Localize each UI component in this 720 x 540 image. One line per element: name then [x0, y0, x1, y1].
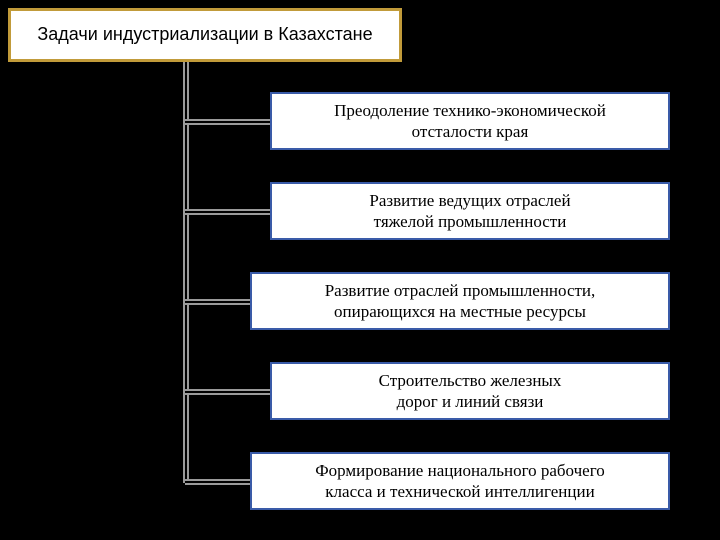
connector-branch-3 [185, 301, 250, 303]
connector-branch-5 [185, 481, 250, 483]
diagram-item-1-text: Преодоление технико-экономической отстал… [334, 100, 606, 143]
diagram-item-2-line2: тяжелой промышленности [374, 212, 567, 231]
diagram-item-1: Преодоление технико-экономической отстал… [270, 92, 670, 150]
diagram-title-text: Задачи индустриализации в Казахстане [37, 24, 372, 46]
diagram-item-5: Формирование национального рабочего клас… [250, 452, 670, 510]
connector-branch-4 [185, 391, 270, 393]
diagram-item-4-text: Строительство железных дорог и линий свя… [379, 370, 562, 413]
diagram-item-1-line1: Преодоление технико-экономической [334, 101, 606, 120]
diagram-item-2-line1: Развитие ведущих отраслей [369, 191, 570, 210]
diagram-item-5-line1: Формирование национального рабочего [315, 461, 605, 480]
diagram-item-3-line1: Развитие отраслей промышленности, [325, 281, 596, 300]
diagram-title-box: Задачи индустриализации в Казахстане [8, 8, 402, 62]
diagram-item-4-line2: дорог и линий связи [397, 392, 544, 411]
connector-branch-1 [185, 121, 270, 123]
diagram-item-3-line2: опирающихся на местные ресурсы [334, 302, 586, 321]
diagram-item-5-line2: класса и технической интеллигенции [325, 482, 594, 501]
diagram-item-5-text: Формирование национального рабочего клас… [315, 460, 605, 503]
connector-branch-2 [185, 211, 270, 213]
diagram-item-2: Развитие ведущих отраслей тяжелой промыш… [270, 182, 670, 240]
diagram-item-3-text: Развитие отраслей промышленности, опираю… [325, 280, 596, 323]
diagram-item-4-line1: Строительство железных [379, 371, 562, 390]
diagram-item-4: Строительство железных дорог и линий свя… [270, 362, 670, 420]
diagram-item-3: Развитие отраслей промышленности, опираю… [250, 272, 670, 330]
diagram-item-2-text: Развитие ведущих отраслей тяжелой промыш… [369, 190, 570, 233]
connector-trunk [185, 62, 187, 483]
diagram-item-1-line2: отсталости края [412, 122, 529, 141]
